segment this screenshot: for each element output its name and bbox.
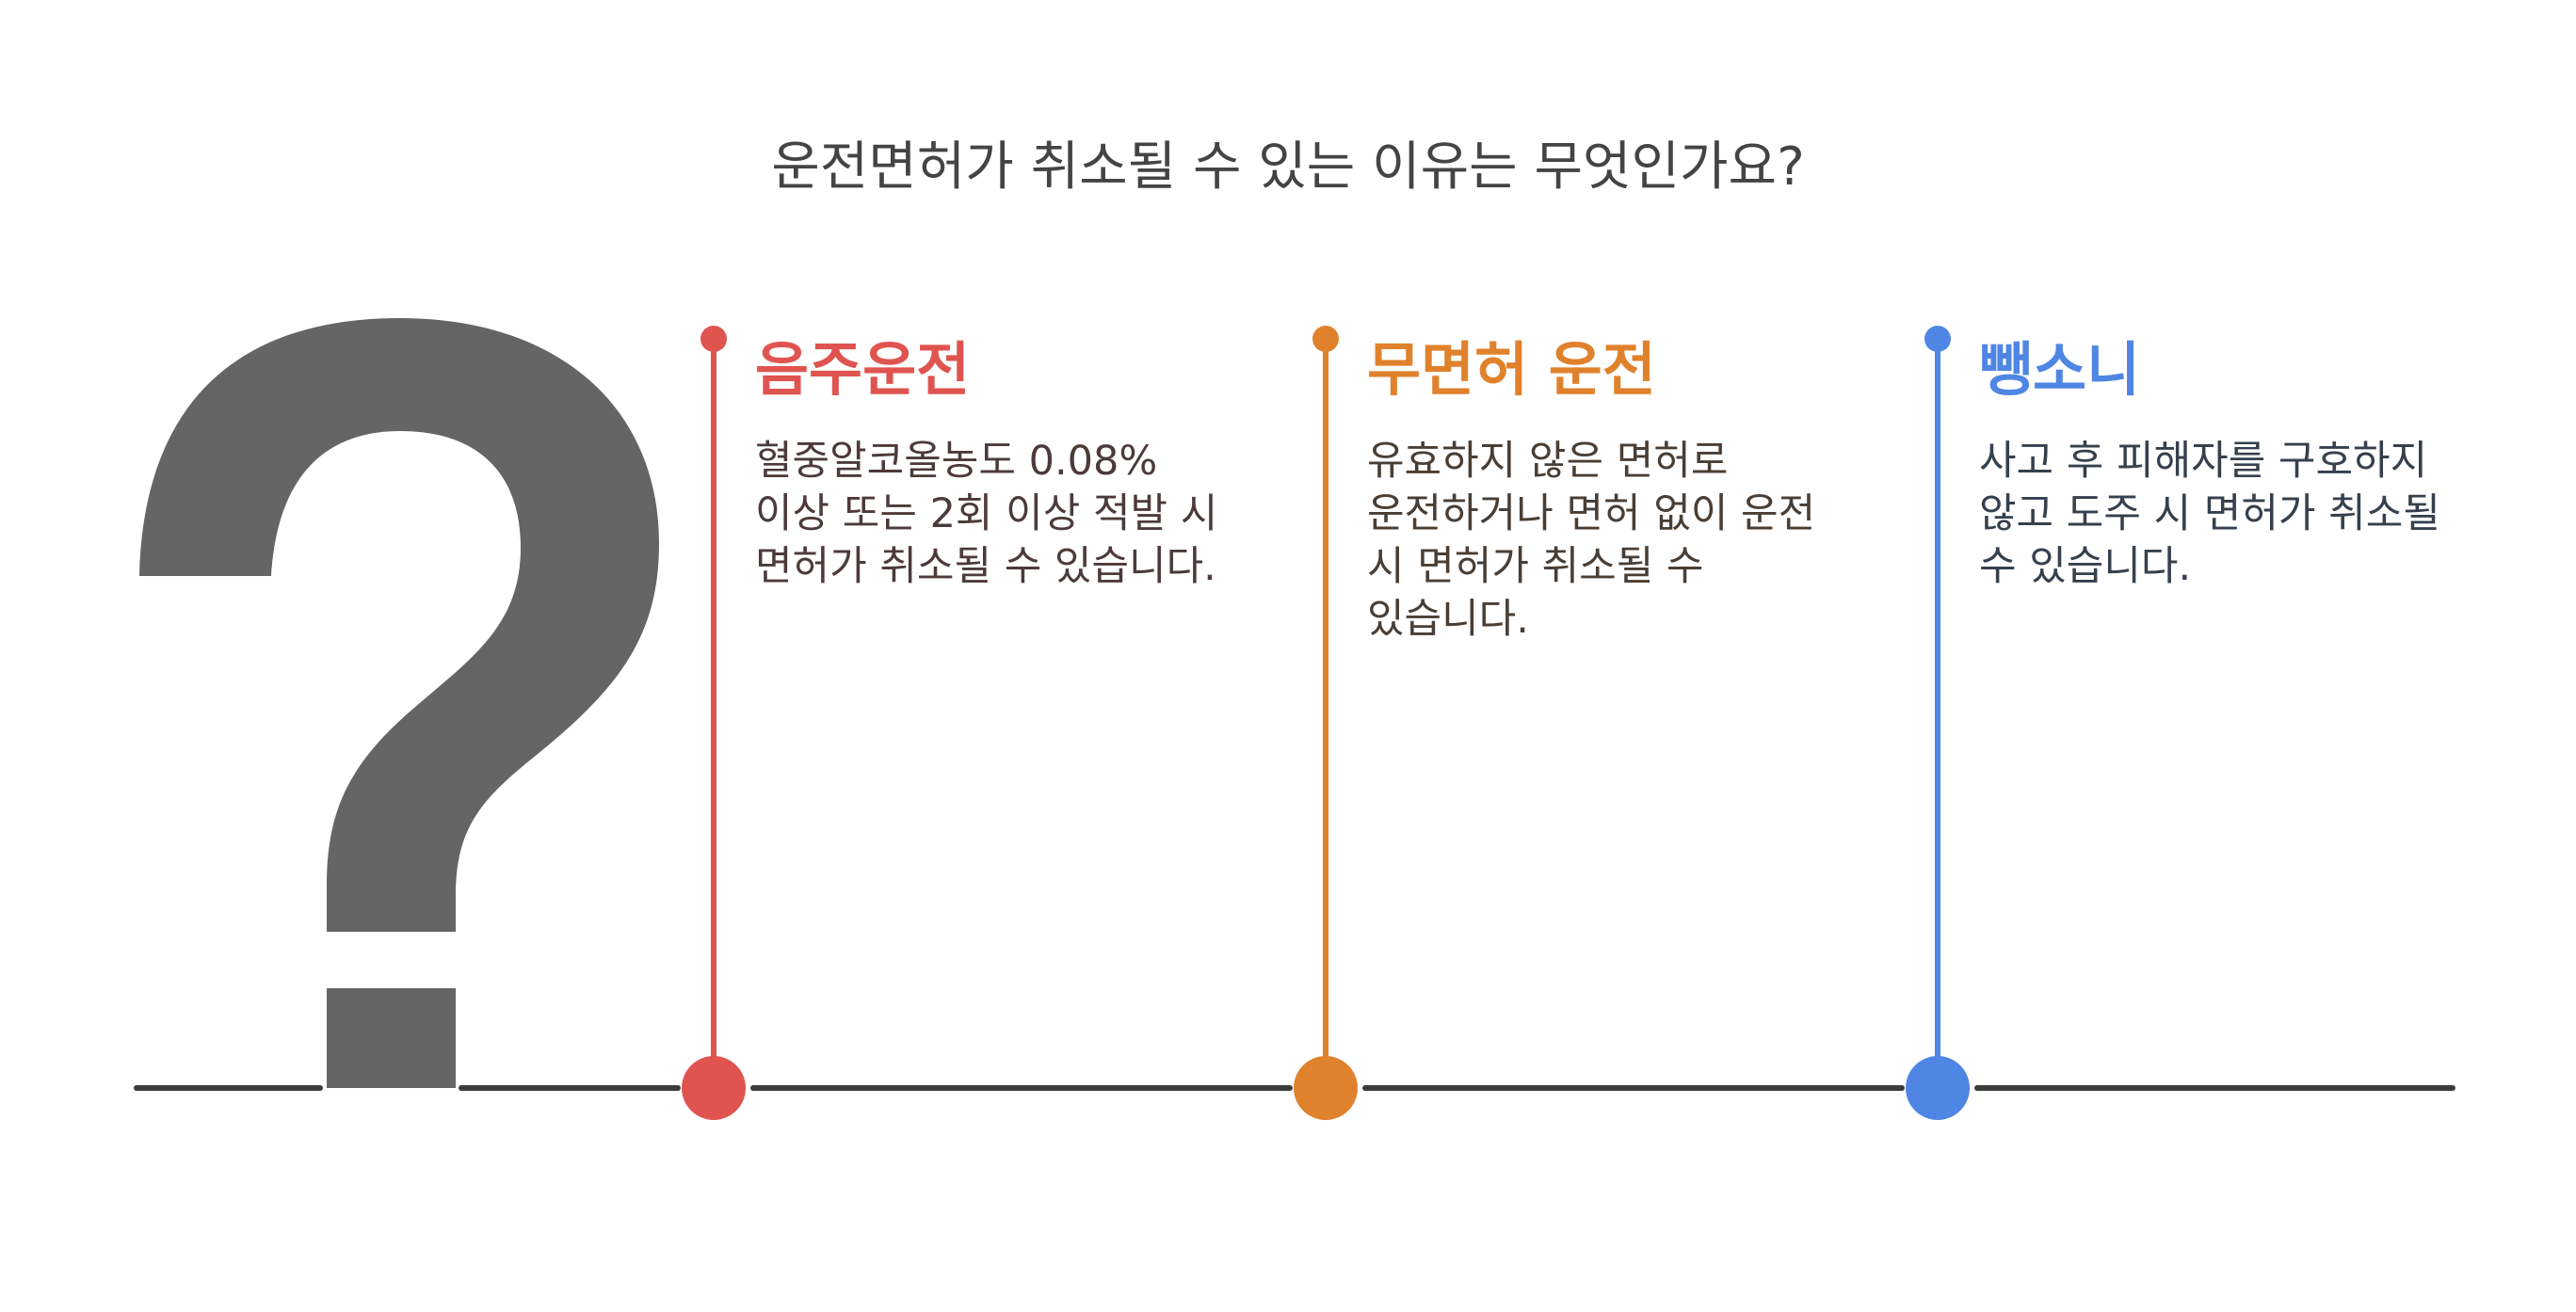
diagram-title: 운전면허가 취소될 수 있는 이유는 무엇인가요? (771, 136, 1805, 198)
item-title-drunk-driving: 음주운전 (755, 335, 971, 404)
marker-top-dot (1924, 326, 1951, 352)
timeline-marker-drunk-driving (682, 326, 746, 1120)
marker-bottom-dot (1906, 1056, 1970, 1120)
item-title-unlicensed-driving: 무면허 운전 (1367, 335, 1656, 404)
item-description-drunk-driving: 혈중알코올농도 0.08% 이상 또는 2회 이상 적발 시 면허가 취소될 수… (755, 438, 1218, 590)
timeline-marker-hit-and-run (1906, 326, 1970, 1120)
item-description-unlicensed-driving: 유효하지 않은 면허로 운전하거나 면허 없이 운전 시 면허가 취소될 수 있… (1367, 438, 1816, 643)
marker-bottom-dot (1294, 1056, 1358, 1120)
item-description-hit-and-run: 사고 후 피해자를 구호하지 않고 도주 시 면허가 취소될 수 있습니다. (1979, 438, 2440, 590)
marker-top-dot (1312, 326, 1339, 352)
marker-bottom-dot (682, 1056, 746, 1120)
marker-top-dot (700, 326, 727, 352)
timeline-marker-unlicensed-driving (1294, 326, 1358, 1120)
item-title-hit-and-run: 뺑소니 (1979, 335, 2141, 404)
question-mark-icon (139, 318, 659, 1088)
